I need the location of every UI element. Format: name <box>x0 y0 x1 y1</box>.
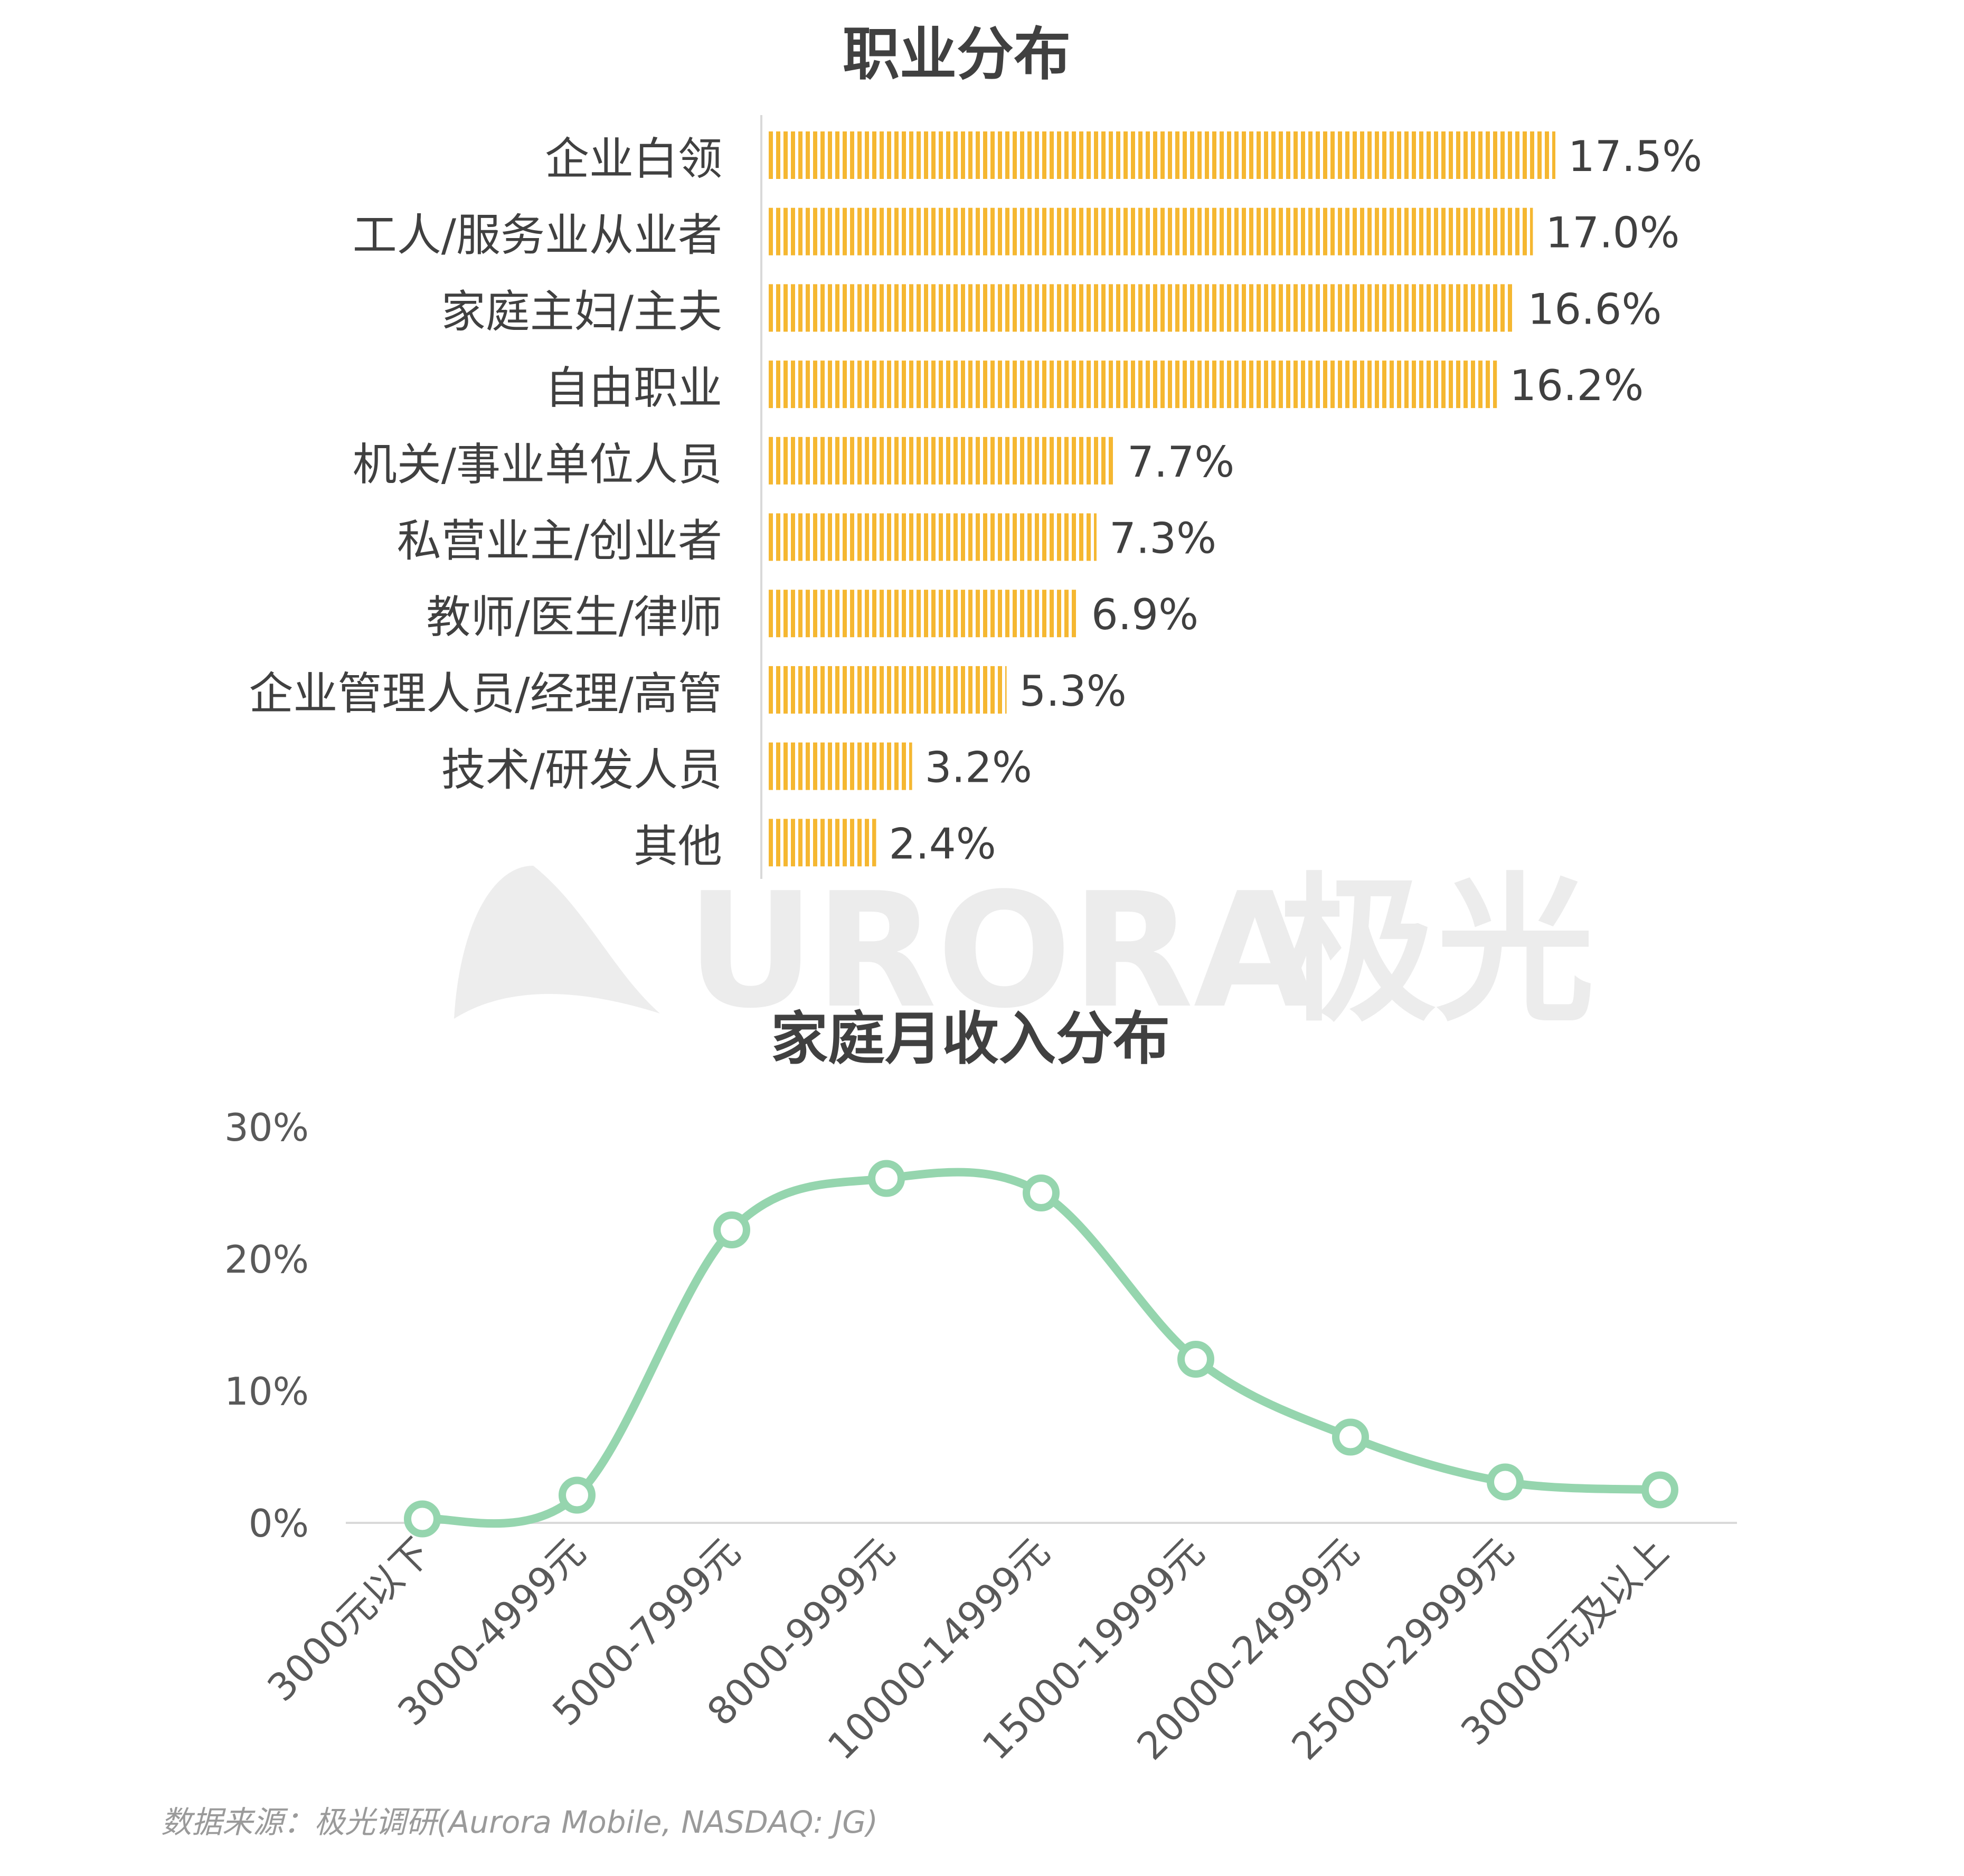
bar <box>768 361 1497 409</box>
bar-value-label: 5.3% <box>1019 667 1127 716</box>
y-tick-label: 20% <box>224 1237 309 1282</box>
bar-value-label: 17.5% <box>1568 132 1702 181</box>
bar <box>768 131 1555 179</box>
watermark: URORA 极光 <box>454 859 1594 1043</box>
bar <box>768 590 1079 638</box>
occupation-bar-chart: 职业分布 企业白领 17.5% 工人/服务业从业者 17.0% 家庭主妇/主夫 16.6%… <box>249 22 1702 879</box>
bar <box>768 742 912 790</box>
bar-chart-title: 职业分布 <box>843 22 1071 88</box>
data-point <box>1177 1341 1214 1378</box>
bar-value-label: 17.0% <box>1545 209 1679 258</box>
data-point <box>1641 1471 1678 1509</box>
bar-category-label: 私营业主/创业者 <box>397 515 722 567</box>
data-point <box>1023 1174 1060 1211</box>
bar-category-label: 企业管理人员/经理/高管 <box>249 668 722 719</box>
data-point <box>1487 1463 1524 1501</box>
bar-value-label: 6.9% <box>1091 590 1198 639</box>
income-line <box>418 1168 1664 1528</box>
bar-category-label: 家庭主妇/主夫 <box>441 286 722 337</box>
bar <box>768 284 1515 332</box>
data-point <box>1332 1418 1369 1456</box>
aurora-logo-icon <box>454 866 660 1019</box>
bar-category-label: 机关/事业单位人员 <box>353 439 722 490</box>
source-note: 数据来源：极光调研(Aurora Mobile, NASDAQ: JG) <box>161 1804 878 1840</box>
bar-value-label: 16.2% <box>1509 361 1644 410</box>
data-point <box>713 1211 750 1248</box>
bar-category-label: 工人/服务业从业者 <box>353 210 722 261</box>
bar-value-label: 7.7% <box>1127 438 1234 487</box>
bar <box>768 207 1533 255</box>
line-chart-title: 家庭月收入分布 <box>771 1006 1170 1072</box>
bar <box>768 513 1097 561</box>
bar <box>768 666 1007 714</box>
data-point <box>868 1160 905 1197</box>
bar-category-label: 其他 <box>634 820 722 872</box>
y-tick-label: 0% <box>249 1501 309 1546</box>
bar-category-label: 技术/研发人员 <box>441 744 722 796</box>
y-tick-label: 30% <box>224 1105 309 1150</box>
bar-value-label: 7.3% <box>1109 514 1216 563</box>
bar-value-label: 16.6% <box>1527 285 1661 334</box>
bar-category-label: 自由职业 <box>545 362 722 414</box>
bar-value-label: 2.4% <box>889 819 996 868</box>
data-point <box>559 1476 596 1514</box>
bar-category-label: 教师/医生/律师 <box>426 591 722 643</box>
y-tick-label: 10% <box>224 1369 309 1414</box>
bar <box>768 437 1115 485</box>
bar <box>768 819 876 867</box>
bar-category-label: 企业白领 <box>545 133 722 185</box>
bar-value-label: 3.2% <box>925 743 1032 792</box>
watermark-cn: 极光 <box>1278 859 1594 1043</box>
watermark-text: URORA <box>686 859 1317 1043</box>
data-point <box>404 1500 441 1538</box>
income-line-chart: 家庭月收入分布 0%10%20%30% 3000元以下3000-4999元500… <box>224 1006 1737 1768</box>
